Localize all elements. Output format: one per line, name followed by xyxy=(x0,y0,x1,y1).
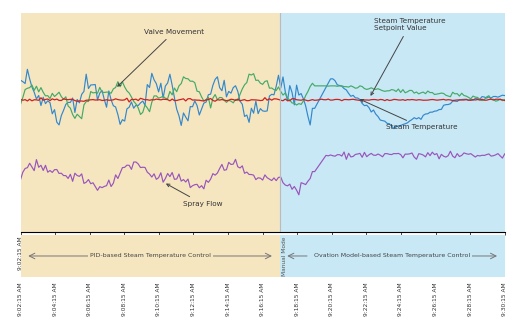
Text: 9:10:15 AM: 9:10:15 AM xyxy=(157,282,161,316)
Text: Ovation Model-based Steam Temperature Control: Ovation Model-based Steam Temperature Co… xyxy=(314,253,470,259)
Text: 9:08:15 AM: 9:08:15 AM xyxy=(122,282,127,316)
Text: Steam Temperature: Steam Temperature xyxy=(360,99,458,130)
Text: 9:12:15 AM: 9:12:15 AM xyxy=(191,282,196,316)
Text: 9:02:15 AM: 9:02:15 AM xyxy=(18,282,23,316)
Text: 9:22:15 AM: 9:22:15 AM xyxy=(364,282,369,316)
Text: Spray Flow: Spray Flow xyxy=(167,184,222,207)
Text: 9:20:15 AM: 9:20:15 AM xyxy=(329,282,334,316)
Text: 9:30:15 AM: 9:30:15 AM xyxy=(502,282,507,316)
Text: 9:14:15 AM: 9:14:15 AM xyxy=(226,282,231,316)
Text: Manual Mode: Manual Mode xyxy=(282,236,287,276)
FancyBboxPatch shape xyxy=(21,235,280,277)
Text: 9:04:15 AM: 9:04:15 AM xyxy=(53,282,58,316)
Text: Valve Movement: Valve Movement xyxy=(118,29,204,86)
Text: 9:26:15 AM: 9:26:15 AM xyxy=(433,282,438,316)
Bar xyxy=(21,13,280,232)
Text: Steam Temperature
Setpoint Value: Steam Temperature Setpoint Value xyxy=(371,18,445,95)
Text: 9:24:15 AM: 9:24:15 AM xyxy=(399,282,403,316)
Text: 9:06:15 AM: 9:06:15 AM xyxy=(87,282,92,316)
Bar xyxy=(280,13,505,232)
Text: PID-based Steam Temperature Control: PID-based Steam Temperature Control xyxy=(90,253,211,259)
Text: 9:18:15 AM: 9:18:15 AM xyxy=(295,282,300,316)
Text: 9:16:15 AM: 9:16:15 AM xyxy=(260,282,265,316)
FancyBboxPatch shape xyxy=(280,235,505,277)
Text: 9:28:15 AM: 9:28:15 AM xyxy=(468,282,473,316)
